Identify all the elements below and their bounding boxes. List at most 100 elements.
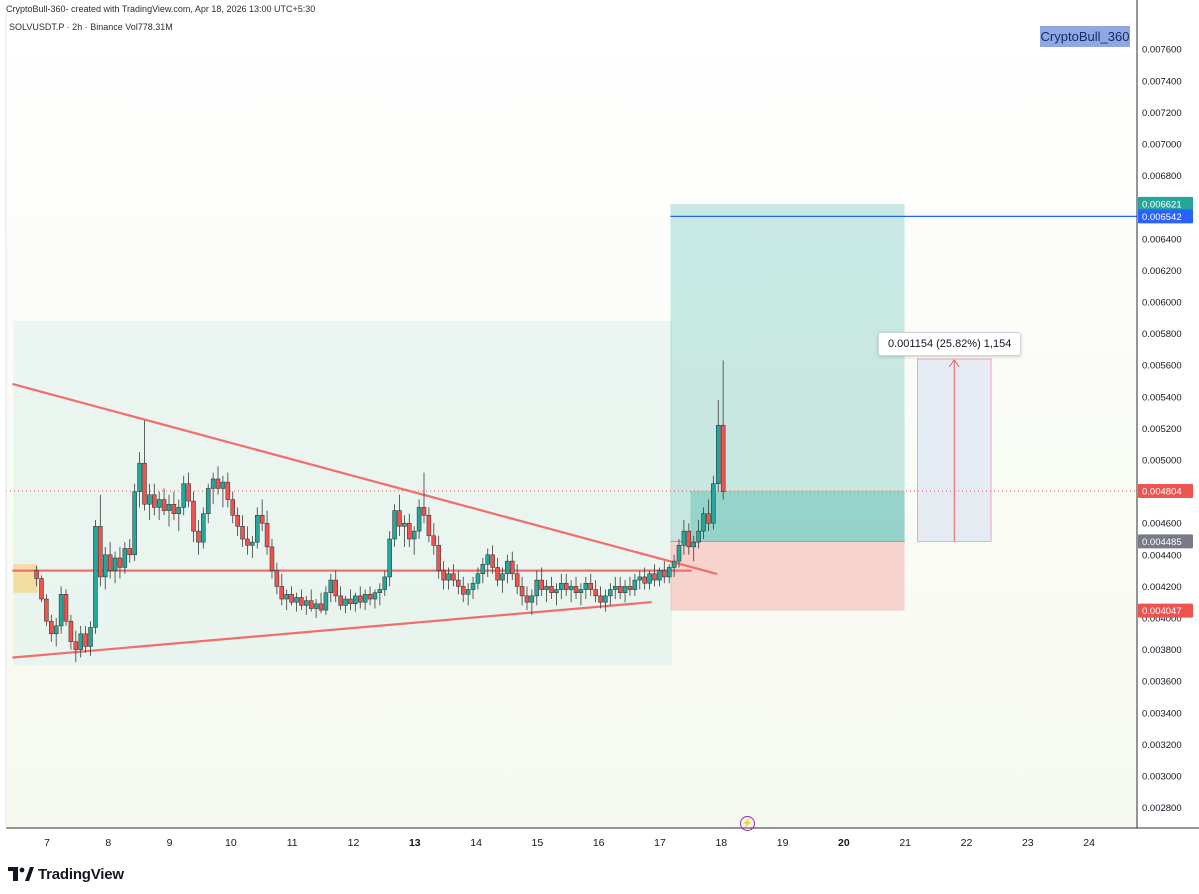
candle-body	[495, 567, 500, 581]
y-tick-label: 0.003000	[1142, 772, 1182, 783]
candle-body	[407, 522, 412, 540]
candle-body	[617, 586, 623, 593]
candle-body	[549, 586, 554, 593]
y-tick-label: 0.003800	[1142, 645, 1182, 656]
candle-body	[156, 499, 162, 508]
candle-body	[127, 548, 133, 556]
candle-body	[632, 579, 638, 590]
candle-body	[691, 541, 696, 548]
candle-body	[392, 510, 397, 540]
measure-arrow-head	[948, 359, 960, 368]
candle-body	[240, 526, 245, 540]
candle-body	[701, 513, 706, 532]
candle-body	[500, 573, 505, 581]
candle-body	[475, 573, 481, 584]
candle-body	[706, 513, 711, 524]
candle-body	[627, 586, 633, 590]
x-tick-label: 21	[899, 837, 911, 849]
candle-body	[544, 586, 549, 590]
y-tick-label: 0.007200	[1142, 108, 1182, 119]
candle-body	[137, 462, 142, 492]
candle-body	[289, 594, 294, 603]
candle-body	[446, 573, 451, 581]
candle-body	[34, 570, 39, 579]
trendline-descending-resistance	[12, 383, 718, 575]
candle-body	[426, 515, 432, 537]
candle-body	[93, 526, 98, 628]
tradingview-logo[interactable]: TradingView	[8, 863, 124, 885]
candle-body	[603, 595, 608, 603]
y-tick-label: 0.006400	[1142, 234, 1182, 245]
x-tick-label: 7	[44, 837, 50, 849]
candle-body	[382, 576, 388, 590]
y-tick-label: 0.007400	[1142, 76, 1182, 87]
candle-body	[613, 586, 618, 590]
candle-body	[220, 481, 226, 489]
candle-body	[470, 582, 476, 590]
price-tag-label: 0.004804	[1142, 486, 1182, 497]
y-tick-label: 0.005600	[1142, 361, 1182, 372]
x-tick-label: 20	[838, 837, 850, 849]
candle-body	[583, 582, 589, 590]
candle-body	[460, 586, 466, 595]
candle-body	[132, 491, 137, 556]
y-tick-label: 0.004600	[1142, 519, 1182, 530]
candle-body	[578, 589, 584, 593]
candle-body	[686, 530, 692, 548]
candle-body	[465, 589, 471, 595]
candle-body	[652, 573, 657, 581]
candle-body	[117, 557, 123, 568]
candle-body	[563, 582, 569, 590]
candle-body	[588, 582, 593, 590]
candle-body	[196, 530, 201, 543]
tradingview-logo-icon	[8, 867, 34, 881]
candle-body	[554, 589, 559, 593]
candle-body	[431, 535, 437, 546]
x-tick-label: 9	[167, 837, 173, 849]
candle-body	[58, 594, 64, 627]
price-tag-label: 0.004485	[1142, 537, 1182, 548]
candle-body	[362, 594, 368, 603]
plot-background	[6, 14, 1137, 828]
candle-body	[176, 507, 182, 514]
candle-body	[78, 633, 83, 650]
price-tag-bg	[1138, 196, 1193, 211]
y-tick-label: 0.002800	[1142, 803, 1182, 814]
x-tick-label: 10	[225, 837, 237, 849]
candle-body	[166, 503, 172, 511]
candle-body	[421, 507, 427, 516]
candle-body	[451, 573, 456, 581]
lightning-icon[interactable]: ⚡	[740, 816, 755, 831]
candle-body	[402, 522, 407, 527]
candle-body	[191, 500, 196, 532]
y-tick-label: 0.005000	[1142, 456, 1182, 467]
candle-body	[715, 424, 721, 484]
y-tick-label: 0.003600	[1142, 677, 1182, 688]
x-tick-label: 23	[1022, 837, 1034, 849]
y-tick-label: 0.007600	[1142, 45, 1182, 56]
candle-body	[720, 424, 726, 492]
candle-body	[107, 554, 113, 571]
candle-body	[255, 515, 260, 543]
candle-body	[83, 633, 88, 647]
demand-zone	[13, 564, 38, 593]
y-tick-label: 0.003200	[1142, 740, 1182, 751]
candle-body	[671, 560, 677, 568]
candle-body	[397, 510, 402, 527]
candle-body	[377, 589, 383, 593]
symbol-info[interactable]: SOLVUSDT.P · 2h · Binance Vol778.31M	[9, 22, 173, 32]
candle-body	[657, 570, 662, 581]
candle-body	[676, 545, 682, 562]
candle-body	[647, 573, 652, 584]
range-box	[13, 320, 673, 666]
candle-body	[348, 598, 353, 605]
candle-body	[514, 573, 520, 587]
candle-body	[68, 620, 74, 642]
y-tick-label: 0.005200	[1142, 424, 1182, 435]
y-tick-label: 0.003400	[1142, 708, 1182, 719]
price-tag-label: 0.004047	[1142, 606, 1182, 617]
x-tick-label: 16	[593, 837, 605, 849]
candle-body	[711, 483, 716, 524]
y-tick-label: 0.004200	[1142, 582, 1182, 593]
